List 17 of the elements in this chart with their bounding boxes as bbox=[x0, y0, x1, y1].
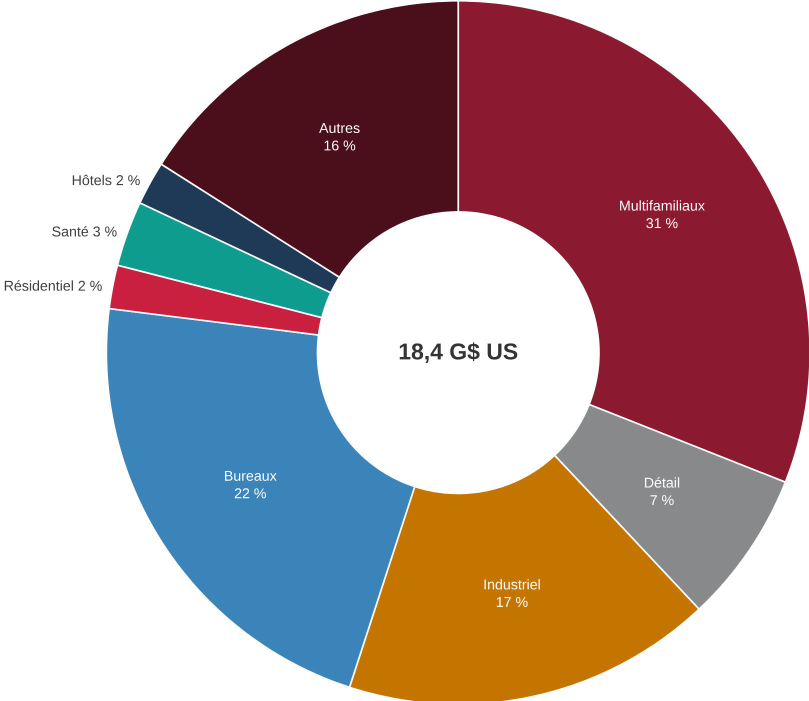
data-label: 17 % bbox=[496, 596, 528, 607]
data-label: 2 % bbox=[78, 280, 102, 291]
slice-label: Détail bbox=[644, 476, 680, 488]
slice-label: Bureaux bbox=[225, 470, 277, 481]
data-label: 16 % bbox=[324, 140, 356, 150]
data-label: 22 % bbox=[234, 488, 266, 498]
slice-label: Autres bbox=[319, 123, 360, 133]
data-label: 3 % bbox=[93, 226, 117, 236]
slice-label: Santé bbox=[52, 226, 88, 236]
slice-label: Résidentiel bbox=[4, 280, 73, 291]
data-label: 2 % bbox=[116, 175, 140, 186]
text: 18,4 G$ US bbox=[400, 342, 518, 363]
slice-label: Multifamiliaux bbox=[620, 200, 705, 211]
slice-label: Hôtels bbox=[72, 174, 112, 186]
slice-label: Industriel bbox=[484, 578, 540, 590]
data-label: 31 % bbox=[646, 218, 678, 228]
data-label: 7 % bbox=[650, 495, 674, 505]
